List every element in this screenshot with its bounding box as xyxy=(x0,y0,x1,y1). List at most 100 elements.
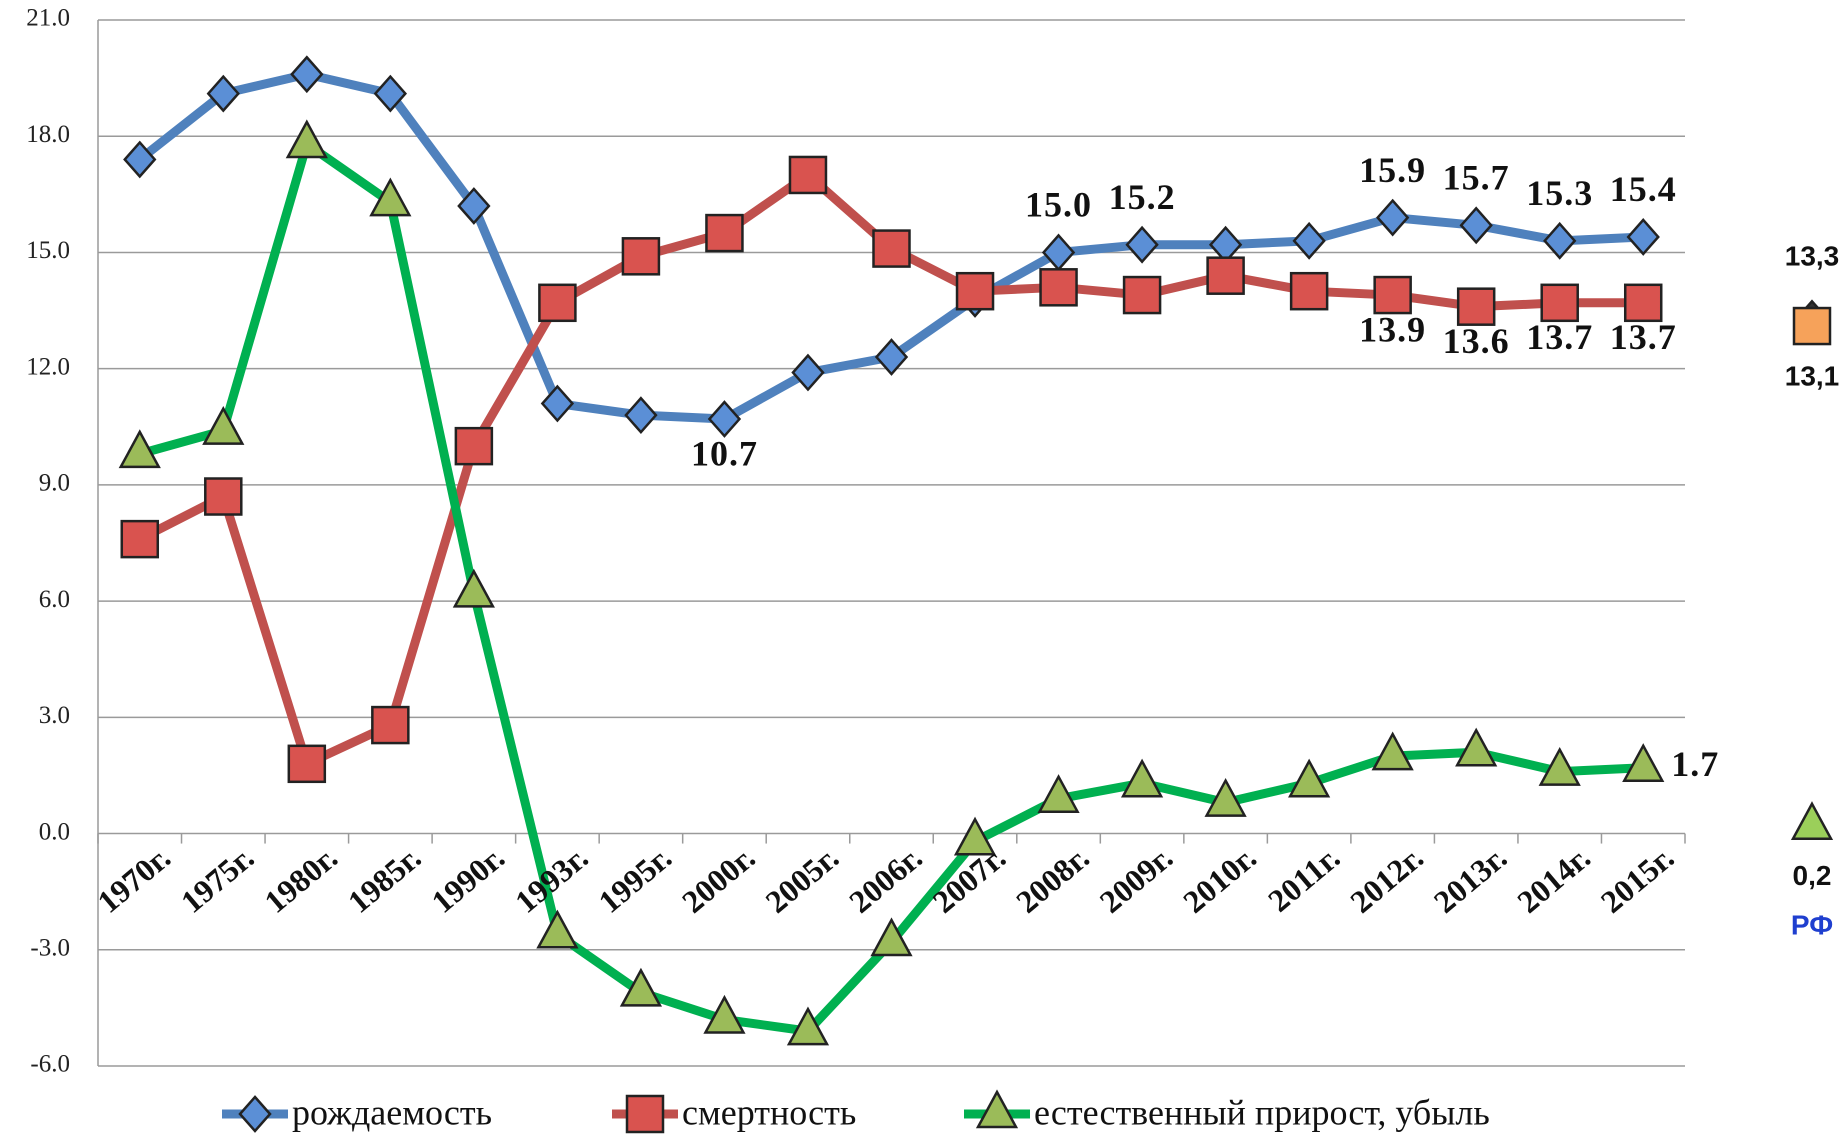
x-tick-label-group: 1990г. xyxy=(424,839,511,920)
legend-marker xyxy=(625,1094,665,1134)
x-tick-label-group: 2013г. xyxy=(1427,839,1514,920)
data-point xyxy=(1623,283,1663,323)
y-tick-label: -3.0 xyxy=(30,935,70,962)
data-point xyxy=(1456,287,1496,326)
data-point xyxy=(285,119,328,159)
data-point xyxy=(1037,774,1080,813)
x-tick-label: 2015г. xyxy=(1594,839,1681,920)
data-point xyxy=(791,353,825,392)
data-label: 15.0 xyxy=(1025,185,1092,225)
x-tick-label-group: 1975г. xyxy=(174,839,261,920)
reference-point xyxy=(1790,801,1834,841)
data-label: 13.9 xyxy=(1359,309,1426,349)
data-label: 13.7 xyxy=(1610,317,1677,357)
data-point xyxy=(1122,275,1162,315)
x-tick-label: 1975г. xyxy=(174,839,261,920)
x-tick-label: 1995г. xyxy=(591,839,678,920)
x-tick-label-group: 2009г. xyxy=(1093,839,1180,920)
x-tick-label: 2008г. xyxy=(1009,839,1096,920)
data-point xyxy=(454,426,494,466)
data-point xyxy=(788,155,828,195)
data-point xyxy=(373,74,408,113)
data-point xyxy=(1125,225,1159,264)
data-point xyxy=(287,744,327,784)
data-point xyxy=(457,187,491,225)
x-tick-label: 1985г. xyxy=(341,839,428,920)
x-tick-label-group: 1985г. xyxy=(341,839,428,920)
x-tick-label: 2000г. xyxy=(675,839,762,920)
data-label: 15.2 xyxy=(1109,177,1176,217)
data-point xyxy=(538,283,577,323)
data-point xyxy=(1288,758,1331,798)
legend-label: естественный прирост, убыль xyxy=(1034,1092,1490,1132)
data-point xyxy=(621,237,661,276)
data-label: 15.7 xyxy=(1443,158,1510,198)
data-point xyxy=(786,1006,830,1046)
x-tick-label: 2014г. xyxy=(1510,839,1597,920)
x-tick-label-group: 2012г. xyxy=(1343,839,1430,920)
data-label: 13.6 xyxy=(1443,321,1510,361)
data-label: 15.9 xyxy=(1359,150,1426,190)
x-tick-label: 2012г. xyxy=(1343,839,1430,920)
y-tick-label: 0.0 xyxy=(39,818,70,845)
data-point xyxy=(703,994,746,1034)
x-tick-label-group: 2011г. xyxy=(1261,839,1346,919)
y-tick-label: 12.0 xyxy=(26,353,70,380)
x-tick-label: 2010г. xyxy=(1176,839,1263,920)
data-point xyxy=(1622,743,1665,782)
data-point xyxy=(1543,221,1577,260)
data-point xyxy=(1459,206,1493,245)
y-tick-label: 15.0 xyxy=(26,237,70,264)
data-point xyxy=(206,74,240,113)
data-point xyxy=(123,140,157,179)
data-label: 15.3 xyxy=(1526,173,1593,213)
y-tick-label: 21.0 xyxy=(26,5,70,32)
data-point xyxy=(1041,233,1076,272)
data-point xyxy=(118,429,161,469)
data-point xyxy=(1540,283,1579,323)
x-tick-label-group: 1995г. xyxy=(591,839,678,920)
data-point xyxy=(1204,777,1247,817)
data-point xyxy=(1626,218,1660,256)
y-tick-label: 18.0 xyxy=(26,121,70,148)
data-point xyxy=(202,406,245,445)
x-tick-label-group: 2000г. xyxy=(675,839,762,920)
data-point xyxy=(1292,221,1326,260)
reference-label: 0,2 xyxy=(1793,860,1832,891)
x-tick-label: 2011г. xyxy=(1261,839,1346,919)
reference-point xyxy=(1792,306,1832,346)
x-tick-label-group: 2008г. xyxy=(1009,839,1096,920)
legend-marker xyxy=(975,1089,1019,1129)
data-point xyxy=(1289,271,1329,311)
x-tick-label-group: 1970г. xyxy=(90,839,177,920)
data-point xyxy=(1375,198,1410,237)
y-tick-label: -6.0 xyxy=(30,1051,70,1078)
x-tick-label: 2009г. xyxy=(1093,839,1180,920)
x-tick-label-group: 2014г. xyxy=(1510,839,1597,920)
y-tick-label: 6.0 xyxy=(39,586,70,613)
legend-label: рождаемость xyxy=(292,1092,492,1132)
data-point xyxy=(874,338,909,376)
data-point xyxy=(619,967,663,1007)
x-tick-label: 2013г. xyxy=(1427,839,1514,920)
data-point xyxy=(371,705,410,745)
x-tick-label: 1970г. xyxy=(90,839,177,920)
reference-label: 13,3 xyxy=(1785,241,1840,272)
data-point xyxy=(955,271,995,311)
data-point xyxy=(369,177,412,217)
x-tick-label: 1990г. xyxy=(424,839,511,920)
data-point xyxy=(204,477,243,516)
data-point xyxy=(953,816,997,856)
x-tick-label-group: 2005г. xyxy=(759,839,846,920)
x-tick-label: 1980г. xyxy=(257,839,344,920)
data-point xyxy=(120,519,160,559)
y-tick-label: 9.0 xyxy=(39,470,70,497)
data-point xyxy=(540,384,575,423)
data-point xyxy=(870,917,913,957)
y-tick-label: 3.0 xyxy=(39,702,70,729)
data-point xyxy=(536,909,579,949)
x-tick-label: 2005г. xyxy=(759,839,846,920)
data-point xyxy=(1373,275,1412,315)
reference-title: РФ xyxy=(1791,909,1833,940)
